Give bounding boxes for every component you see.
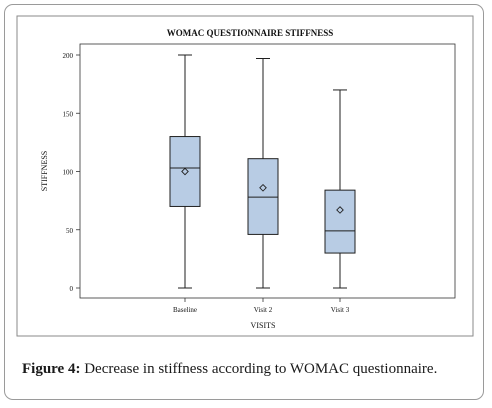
x-tick-label: Visit 2	[254, 306, 273, 314]
x-axis-label: VISITS	[251, 321, 276, 330]
box-iqr	[247, 158, 279, 235]
caption-colon: :	[75, 361, 81, 377]
mean-marker	[259, 183, 267, 192]
boxes-group	[169, 54, 356, 289]
y-tick-label: 150	[63, 110, 74, 118]
box-iqr	[324, 189, 356, 254]
x-tick-label: Visit 3	[331, 306, 350, 314]
y-tick-label: 200	[63, 52, 74, 60]
y-tick-label: 100	[63, 169, 74, 177]
caption-label: Figure 4	[22, 361, 76, 377]
x-tick-label: Baseline	[173, 306, 197, 314]
chart-title: WOMAC QUESTIONNAIRE STIFFNESS	[167, 28, 334, 38]
y-axis: 0 50 100 150 200	[63, 52, 80, 293]
box-iqr	[169, 136, 201, 207]
y-axis-label: STIFFNESS	[40, 151, 49, 191]
y-tick-label: 50	[66, 227, 74, 235]
caption-text: Decrease in stiffness according to WOMAC…	[80, 361, 438, 377]
mean-marker	[181, 167, 189, 176]
y-tick-label: 0	[70, 285, 74, 293]
figure-caption: Figure 4: Decrease in stiffness accordin…	[22, 361, 482, 378]
x-axis: Baseline Visit 2 Visit 3	[173, 298, 350, 314]
box-plot-chart: WOMAC QUESTIONNAIRE STIFFNESS 0 50 100 150 2…	[16, 15, 474, 337]
mean-marker	[336, 206, 344, 214]
